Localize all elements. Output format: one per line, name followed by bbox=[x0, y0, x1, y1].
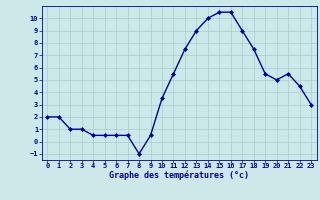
X-axis label: Graphe des températures (°c): Graphe des températures (°c) bbox=[109, 171, 249, 180]
